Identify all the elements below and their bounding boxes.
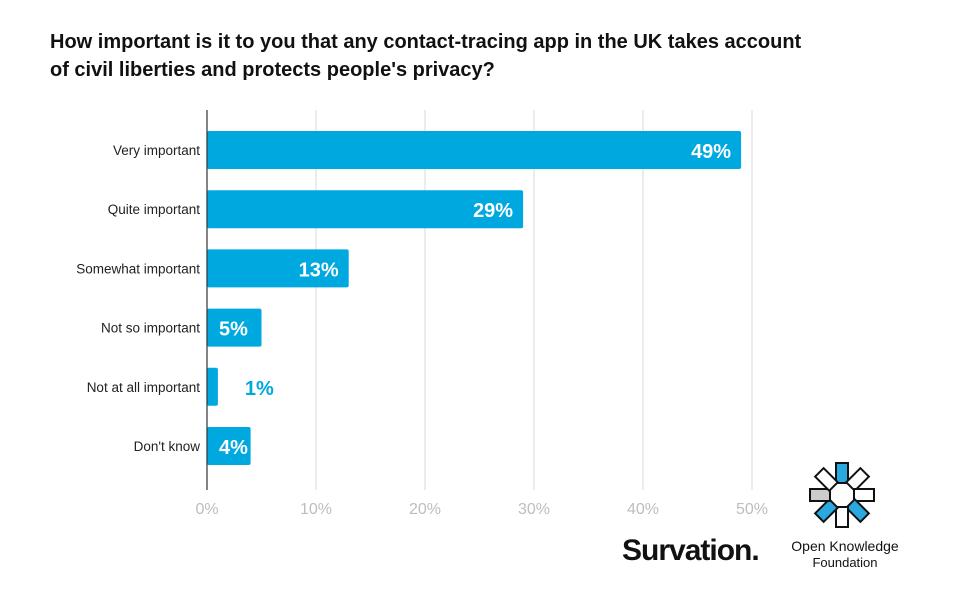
data-label: 49% — [691, 141, 731, 163]
bar — [207, 308, 262, 347]
x-tick-label: 40% — [627, 501, 659, 518]
data-label: 1% — [245, 378, 274, 400]
data-label: 5% — [219, 319, 248, 341]
chart-title-line-2: of civil liberties and protects people's… — [50, 59, 495, 81]
category-label: Not so important — [101, 321, 200, 336]
category-label: Somewhat important — [76, 261, 200, 276]
x-tick-label: 10% — [300, 501, 332, 518]
data-label: 4% — [219, 437, 248, 459]
category-label: Don't know — [134, 439, 201, 454]
okf-logo-icon — [809, 462, 875, 528]
x-tick-label: 30% — [518, 501, 550, 518]
chart-title: How important is it to you that any cont… — [50, 28, 850, 84]
data-label: 29% — [473, 200, 513, 222]
bar — [207, 190, 524, 229]
category-label: Not at all important — [87, 380, 201, 395]
category-label: Quite important — [108, 202, 201, 217]
bar — [207, 249, 349, 288]
bar — [207, 427, 251, 465]
chart-title-line-1: How important is it to you that any cont… — [50, 31, 802, 53]
data-label: 13% — [299, 259, 339, 281]
category-label: Very important — [113, 143, 200, 158]
okf-name: Open Knowledge — [791, 538, 899, 554]
x-tick-label: 20% — [409, 501, 441, 518]
bar — [207, 367, 218, 406]
survation-logo: Survation. — [622, 534, 760, 567]
bar — [207, 131, 742, 169]
x-tick-label: 50% — [736, 501, 768, 518]
x-tick-label: 0% — [195, 501, 218, 518]
okf-subtitle: Foundation — [812, 555, 878, 570]
